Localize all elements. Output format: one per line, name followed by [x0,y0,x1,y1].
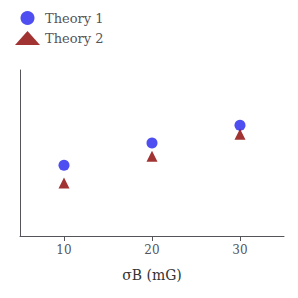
svg-text:Theory 2: Theory 2 [45,31,104,46]
svg-text:10: 10 [56,243,71,257]
svg-text:30: 30 [232,243,247,257]
svg-text:20: 20 [144,243,159,257]
svg-text:Theory 1: Theory 1 [45,11,104,26]
svg-text:σB (mG): σB (mG) [122,267,182,283]
